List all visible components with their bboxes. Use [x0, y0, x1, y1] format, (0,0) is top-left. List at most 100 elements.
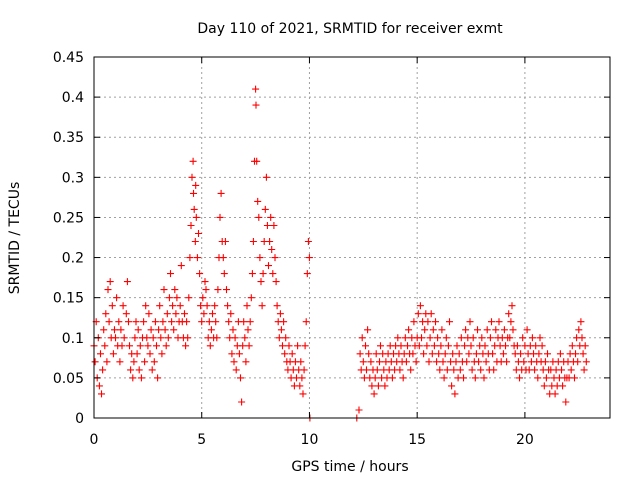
- data-point: [188, 173, 196, 181]
- data-point: [95, 382, 103, 390]
- data-point: [248, 270, 256, 278]
- data-point: [446, 318, 453, 326]
- data-point: [265, 262, 272, 270]
- data-point: [97, 350, 104, 358]
- data-point: [258, 302, 266, 310]
- data-point: [376, 358, 383, 366]
- data-point: [469, 334, 477, 342]
- data-point: [467, 342, 475, 350]
- data-point: [147, 326, 155, 334]
- data-point: [155, 326, 163, 334]
- data-point: [482, 358, 490, 366]
- x-tick-label: 10: [301, 432, 319, 448]
- y-tick-label: 0.1: [62, 331, 84, 347]
- data-point: [106, 278, 114, 286]
- data-point: [252, 101, 260, 109]
- data-point: [132, 318, 140, 326]
- data-point: [575, 326, 583, 334]
- data-point: [542, 374, 550, 382]
- data-point: [140, 318, 148, 326]
- data-point: [404, 342, 411, 350]
- data-point: [373, 366, 381, 374]
- data-point: [401, 334, 409, 342]
- x-tick-label: 15: [408, 432, 426, 448]
- data-point: [112, 334, 119, 342]
- data-point: [130, 358, 138, 366]
- data-point: [517, 350, 525, 358]
- data-point: [191, 238, 199, 245]
- data-point: [153, 342, 160, 350]
- data-point: [302, 318, 310, 326]
- data-point: [367, 358, 375, 366]
- data-point: [99, 366, 107, 374]
- data-point: [424, 318, 432, 326]
- data-point: [190, 205, 198, 213]
- data-point: [244, 326, 252, 334]
- data-point: [396, 366, 404, 374]
- data-point: [432, 318, 439, 326]
- data-point: [536, 334, 544, 342]
- data-point: [567, 366, 575, 374]
- data-point: [574, 358, 582, 366]
- data-point: [127, 366, 135, 374]
- data-point: [160, 286, 168, 294]
- data-point: [444, 342, 452, 350]
- data-point: [495, 318, 503, 326]
- data-point: [189, 157, 197, 165]
- data-point: [438, 326, 446, 334]
- data-point: [201, 278, 209, 286]
- data-point: [492, 326, 500, 334]
- data-point: [163, 310, 171, 318]
- data-point: [508, 302, 516, 310]
- data-point: [212, 318, 220, 326]
- data-point: [472, 350, 480, 358]
- data-point: [297, 358, 305, 366]
- plot-frame: [93, 56, 611, 419]
- data-point: [275, 334, 283, 342]
- data-point: [370, 390, 378, 398]
- data-point: [164, 334, 172, 342]
- data-point: [577, 318, 585, 326]
- data-point: [123, 278, 131, 286]
- data-point: [371, 374, 379, 382]
- data-point: [456, 366, 464, 374]
- data-point: [98, 390, 105, 398]
- data-point: [207, 326, 215, 334]
- data-point: [451, 390, 459, 398]
- data-point: [452, 358, 460, 366]
- data-point: [255, 213, 263, 221]
- data-point: [580, 366, 588, 374]
- y-tick-label: 0.05: [53, 371, 84, 387]
- data-point: [461, 342, 469, 350]
- data-point: [421, 326, 429, 334]
- data-point: [437, 342, 445, 350]
- data-point: [502, 342, 509, 350]
- x-axis-label: GPS time / hours: [291, 459, 408, 475]
- data-point: [523, 326, 531, 334]
- data-point: [196, 270, 204, 278]
- data-point: [195, 230, 202, 237]
- data-point: [513, 342, 521, 350]
- y-tick-label: 0.25: [53, 210, 84, 226]
- data-point: [177, 262, 185, 270]
- data-point: [101, 342, 109, 350]
- data-point: [428, 350, 436, 358]
- data-point: [435, 350, 443, 358]
- data-point: [486, 334, 494, 342]
- data-point: [519, 334, 527, 342]
- data-point: [190, 189, 197, 197]
- data-point: [381, 382, 389, 390]
- data-point: [172, 310, 180, 318]
- data-point: [483, 326, 491, 334]
- data-point: [202, 286, 210, 294]
- data-point: [377, 342, 384, 350]
- data-point: [280, 318, 288, 326]
- data-point: [478, 334, 486, 342]
- data-point: [200, 310, 208, 318]
- data-point: [134, 326, 142, 334]
- data-point: [535, 350, 543, 358]
- data-point: [559, 382, 567, 390]
- data-point: [532, 342, 540, 350]
- data-point: [516, 374, 523, 382]
